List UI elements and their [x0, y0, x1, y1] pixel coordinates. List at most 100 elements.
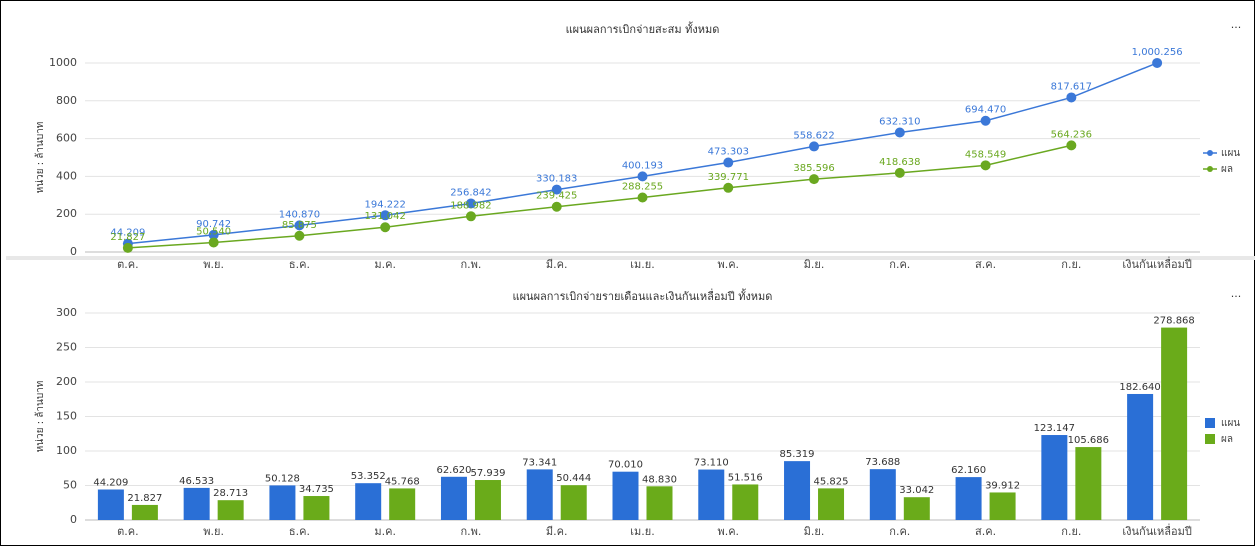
data-label: 1,000.256 [1132, 47, 1183, 58]
chart-title: แผนผลการเบิกจ่ายสะสม ทั้งหมด [566, 21, 720, 36]
x-tick-label: ก.ค. [889, 258, 910, 271]
bar [732, 484, 759, 520]
series-line [127, 144, 1072, 249]
legend-swatch [1205, 434, 1215, 444]
y-tick-label: 100 [56, 444, 77, 457]
data-point [637, 171, 648, 182]
data-label: 694.470 [965, 105, 1006, 116]
bar [303, 496, 330, 520]
y-tick-label: 200 [56, 207, 77, 220]
data-label: 278.868 [1153, 316, 1194, 327]
y-tick-label: 150 [56, 410, 77, 423]
x-tick-label: พ.ย. [203, 258, 224, 271]
divider [6, 256, 1255, 260]
data-label: 123.147 [1034, 423, 1075, 434]
data-label: 330.183 [536, 174, 577, 185]
bar [903, 497, 930, 520]
bar [269, 485, 296, 520]
y-tick-label: 600 [56, 132, 77, 145]
data-point [980, 160, 991, 171]
x-tick-label: ก.ย. [1061, 258, 1081, 271]
data-point [894, 127, 905, 138]
x-tick-label: เม.ย. [630, 258, 654, 271]
y-axis-label: หน่วย : ล้านบาท [34, 381, 46, 453]
data-point [980, 115, 991, 126]
data-label: 288.255 [622, 182, 663, 193]
bar [1075, 447, 1102, 520]
x-tick-label: ต.ค. [117, 258, 139, 271]
legend-label: ผล [1221, 164, 1233, 175]
data-label: 70.010 [608, 460, 643, 471]
y-tick-label: 250 [56, 341, 77, 354]
x-tick-label: เม.ย. [630, 525, 654, 538]
data-label: 44.209 [110, 228, 145, 239]
bar [698, 469, 725, 520]
data-label: 62.620 [436, 465, 471, 476]
data-label: 73.688 [865, 457, 900, 468]
x-tick-label: ก.พ. [461, 258, 482, 271]
data-point [551, 184, 562, 195]
data-label: 418.638 [879, 157, 920, 168]
bar [389, 488, 416, 520]
bar [646, 486, 673, 520]
data-point [294, 230, 305, 241]
x-tick-label: ม.ค. [374, 525, 396, 538]
data-label: 458.549 [965, 149, 1006, 160]
data-point [1066, 140, 1077, 151]
data-label: 62.160 [951, 465, 986, 476]
bar [526, 469, 553, 520]
legend-label: ผล [1221, 434, 1233, 445]
x-tick-label: ม.ค. [374, 258, 396, 271]
data-label: 33.042 [899, 485, 934, 496]
chart-title: แผนผลการเบิกจ่ายรายเดือนและเงินกันเหลื่อ… [513, 288, 773, 303]
data-point [380, 222, 391, 233]
data-label: 45.768 [385, 476, 420, 487]
y-tick-label: 300 [56, 306, 77, 319]
y-tick-label: 50 [63, 479, 77, 492]
data-point [208, 237, 219, 248]
data-label: 44.209 [93, 477, 128, 488]
y-tick-label: 1000 [49, 56, 77, 69]
y-tick-label: 0 [70, 513, 77, 526]
bar [869, 469, 896, 520]
x-tick-label: พ.ค. [717, 258, 739, 271]
bar [818, 488, 845, 520]
x-tick-label: พ.ค. [717, 525, 739, 538]
x-tick-label: เงินกันเหลื่อมปี [1122, 523, 1191, 538]
x-tick-label: ส.ค. [975, 258, 996, 271]
data-label: 50.444 [556, 473, 591, 484]
data-point [465, 198, 476, 209]
bar [560, 485, 587, 520]
x-tick-label: เงินกันเหลื่อมปี [1122, 256, 1191, 271]
menu-button[interactable]: ··· [1231, 21, 1242, 34]
x-tick-label: มิ.ย. [804, 258, 825, 271]
data-point [465, 211, 476, 222]
data-point [723, 182, 734, 193]
data-point [380, 210, 391, 221]
data-point [1066, 92, 1077, 103]
bar [474, 480, 501, 520]
y-tick-label: 400 [56, 169, 77, 182]
bar [989, 492, 1016, 520]
bar [1041, 435, 1068, 520]
data-label: 46.533 [179, 476, 214, 487]
bar [355, 483, 382, 520]
bar [1161, 327, 1188, 520]
bar [1127, 393, 1154, 520]
data-label: 473.303 [708, 147, 749, 158]
data-point [294, 220, 305, 231]
data-label: 73.110 [694, 458, 729, 469]
data-label: 53.352 [351, 471, 386, 482]
data-point [809, 141, 820, 152]
data-label: 48.830 [642, 474, 677, 485]
x-tick-label: ก.ย. [1061, 525, 1081, 538]
data-label: 50.540 [196, 226, 231, 237]
legend-label: แผน [1221, 418, 1240, 429]
data-point [894, 167, 905, 178]
data-label: 51.516 [728, 472, 763, 483]
data-label: 632.310 [879, 116, 920, 127]
bar [131, 504, 158, 520]
bar [183, 487, 210, 520]
menu-button[interactable]: ··· [1231, 290, 1242, 303]
data-point [1152, 57, 1163, 68]
